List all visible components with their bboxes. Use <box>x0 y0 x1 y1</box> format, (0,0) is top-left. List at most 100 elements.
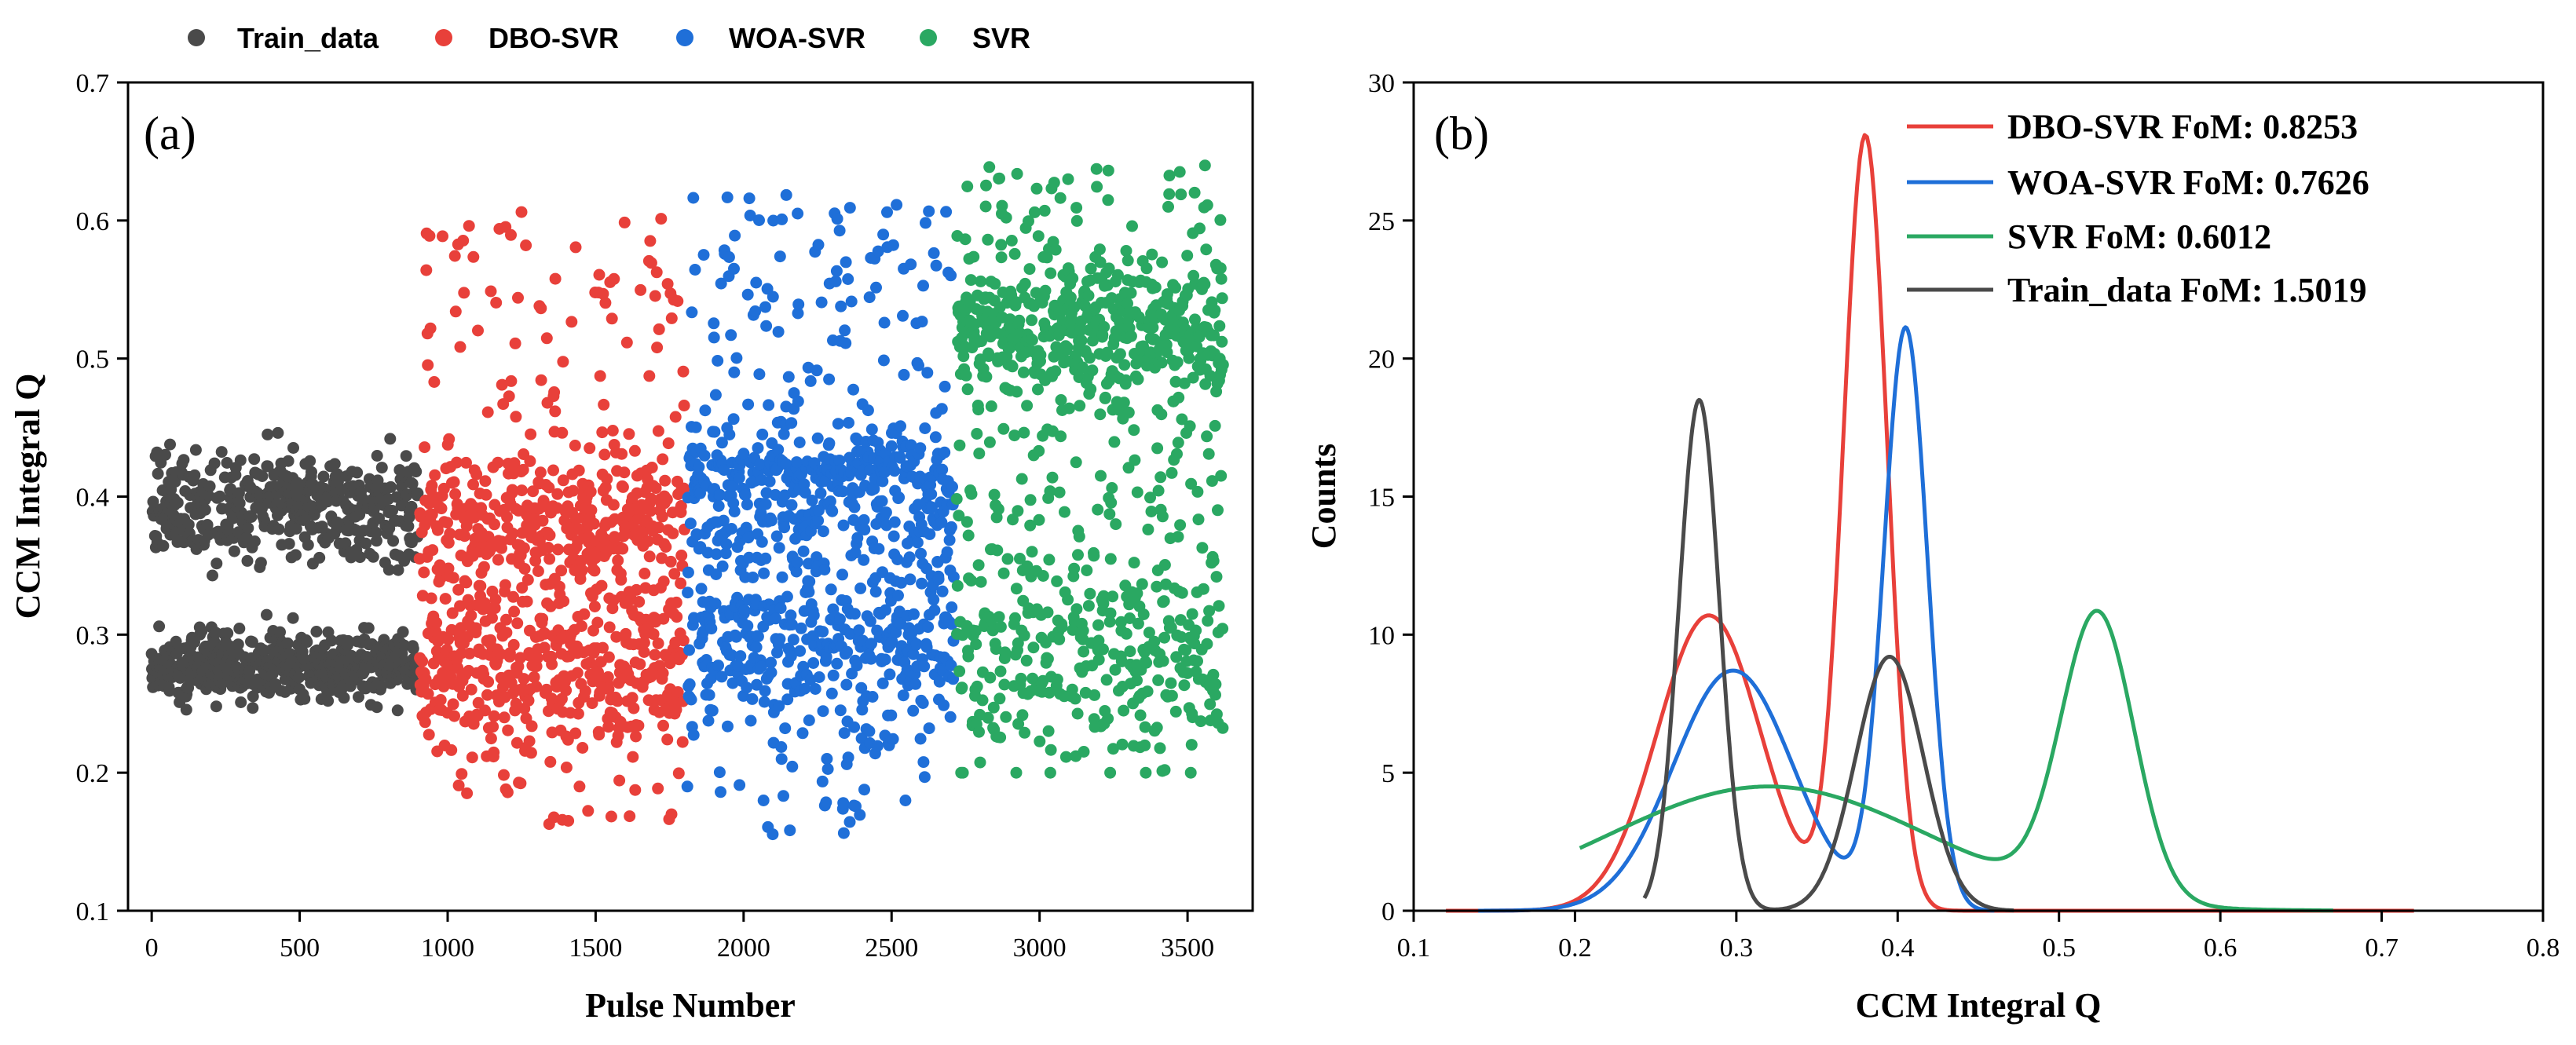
data-point <box>730 352 743 364</box>
data-point <box>960 369 972 382</box>
data-point <box>576 742 589 754</box>
data-point <box>665 808 678 820</box>
data-point <box>639 568 651 579</box>
data-point <box>425 592 437 605</box>
data-point <box>1044 485 1056 498</box>
data-point <box>588 601 601 612</box>
data-point <box>759 498 772 510</box>
data-point <box>514 777 527 790</box>
data-point <box>573 464 585 477</box>
data-point <box>606 425 619 437</box>
data-point <box>543 553 556 565</box>
data-point <box>970 638 982 651</box>
data-point <box>851 660 863 672</box>
data-point <box>532 565 544 577</box>
data-point <box>517 463 529 476</box>
data-point <box>994 665 1007 678</box>
data-point <box>1039 284 1052 297</box>
data-point <box>661 278 674 290</box>
data-point <box>973 725 985 738</box>
data-point <box>972 559 985 572</box>
data-point <box>170 635 182 648</box>
data-point <box>481 689 493 701</box>
data-point <box>719 547 732 560</box>
data-point <box>576 564 588 576</box>
data-point <box>708 331 720 344</box>
data-point <box>210 557 223 570</box>
data-point <box>708 426 721 438</box>
data-point <box>461 787 474 799</box>
data-point <box>630 730 642 743</box>
data-point <box>228 545 240 557</box>
data-point <box>664 555 677 568</box>
data-point <box>716 560 729 572</box>
data-point <box>525 428 537 440</box>
data-point <box>790 456 803 469</box>
data-point <box>743 192 756 205</box>
data-point <box>834 704 847 717</box>
data-point <box>485 733 497 745</box>
data-point <box>351 466 364 479</box>
data-point <box>1110 518 1122 531</box>
data-point <box>997 567 1010 579</box>
data-point <box>848 608 861 620</box>
data-point <box>1173 166 1186 178</box>
data-point <box>1013 314 1026 327</box>
data-point <box>1015 672 1027 685</box>
legend-b-item-train: Train_data FoM: 1.5019 <box>1907 271 2367 309</box>
x-tick-label: 0.8 <box>2527 934 2560 963</box>
data-point <box>741 499 753 511</box>
x-tick-label: 0.4 <box>1881 934 1915 963</box>
data-point <box>687 729 700 741</box>
data-point <box>248 453 261 466</box>
data-point <box>384 433 397 445</box>
data-point <box>897 309 909 322</box>
data-point <box>1129 454 1141 466</box>
data-point <box>1017 366 1030 378</box>
data-point <box>1140 656 1153 669</box>
data-point <box>482 675 495 688</box>
data-point <box>1158 764 1171 776</box>
data-point <box>670 703 682 716</box>
series-woa-svr <box>681 188 960 841</box>
data-point <box>371 450 383 462</box>
data-point <box>1059 751 1072 763</box>
data-point <box>793 437 806 448</box>
data-point <box>982 350 995 363</box>
data-point <box>1049 243 1062 256</box>
data-point <box>745 714 757 727</box>
data-point <box>426 508 438 521</box>
data-point <box>367 550 379 563</box>
data-point <box>345 649 357 662</box>
data-point <box>256 470 269 482</box>
data-point <box>385 480 397 493</box>
data-point <box>1078 645 1090 658</box>
data-point <box>242 522 254 535</box>
data-point <box>458 287 470 299</box>
data-point <box>734 650 747 663</box>
data-point <box>1074 400 1086 412</box>
data-point <box>304 455 317 467</box>
data-point <box>671 295 684 307</box>
data-point <box>615 573 628 586</box>
data-point <box>858 524 871 536</box>
data-point <box>1202 448 1215 460</box>
data-point <box>933 675 946 688</box>
y-axis-title-a: CCM Integral Q <box>9 374 47 619</box>
data-point <box>1210 708 1223 721</box>
data-point <box>995 239 1008 251</box>
data-point <box>546 658 558 670</box>
data-point <box>778 521 791 534</box>
data-point <box>302 539 314 551</box>
data-point <box>1103 262 1115 275</box>
data-point <box>1140 262 1153 275</box>
data-point <box>785 417 798 429</box>
data-point <box>503 390 515 403</box>
data-point <box>928 604 941 616</box>
data-point <box>891 199 903 211</box>
data-point <box>1122 298 1133 309</box>
data-point <box>851 532 864 544</box>
data-point <box>551 488 564 500</box>
data-point <box>1018 426 1030 439</box>
data-point <box>869 586 882 598</box>
